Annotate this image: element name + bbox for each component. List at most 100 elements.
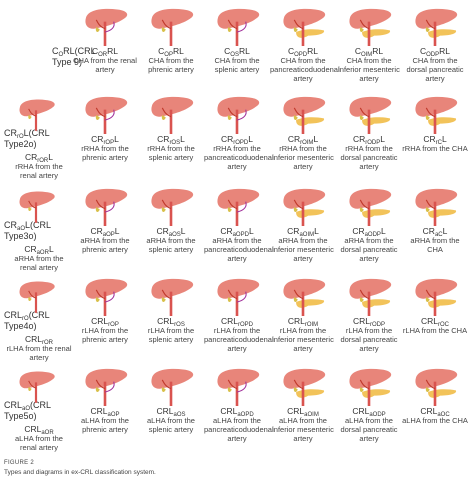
diagram [283, 278, 326, 316]
subscript: rOC [438, 322, 449, 328]
cell-description: aRHA from the renal artery [14, 254, 64, 272]
text-segment: (CRL Type5o) [4, 400, 51, 421]
cell-code: CRrODPL [336, 134, 402, 146]
text-segment: CR [156, 226, 169, 236]
text-segment: L [180, 134, 185, 144]
subscript: OS [230, 52, 239, 58]
text-segment: CRL [4, 310, 23, 320]
gallbladder [95, 386, 100, 392]
diagram [283, 368, 326, 406]
pancreas [362, 29, 391, 38]
text-segment: CRL [91, 316, 109, 326]
cell-code: CRLaOIM [270, 406, 336, 418]
liver [349, 96, 392, 117]
gallbladder [227, 386, 232, 392]
cell-label: CRLrOS rLHA from the splenic artery [138, 316, 204, 344]
gallbladder [28, 386, 32, 392]
artery [227, 199, 238, 210]
text-segment: CRL [420, 406, 438, 416]
cell-description: rLHA from the splenic artery [147, 326, 195, 344]
text-segment: L [180, 226, 186, 236]
cell-description: rRHA from the pancreaticoduodenal artery [204, 144, 274, 171]
gallbladder [425, 206, 430, 212]
cell-label: COSRL CHA from the splenic artery [204, 46, 270, 74]
text-segment: C [419, 46, 427, 56]
cell-label: CRrOSL rRHA from the splenic artery [138, 134, 204, 162]
subscript: OR [98, 52, 108, 58]
text-segment: L(CRL Type2o) [4, 128, 50, 149]
pancreas [296, 29, 325, 38]
cell-description: rLHA from the phrenic artery [81, 326, 129, 344]
liver [151, 8, 194, 29]
cell-description: rRHA from the dorsal pancreatic artery [340, 144, 398, 171]
liver [349, 368, 392, 389]
artery [359, 379, 370, 390]
cell-code: CRrOPL [72, 134, 138, 146]
gallbladder [359, 206, 364, 212]
gallbladder [425, 296, 430, 302]
artery [95, 19, 106, 30]
artery [359, 289, 370, 300]
cell-code: COIMRL [336, 46, 402, 58]
text-segment: CRL [287, 406, 305, 416]
text-segment: CR [422, 226, 435, 236]
subscript: aC [434, 232, 443, 238]
artery [227, 379, 238, 390]
cell-code: CRaORL [6, 244, 72, 256]
cell-description: aLHA from the pancreaticoduodenal artery [204, 416, 274, 443]
cell-code: CRLaODP [336, 406, 402, 418]
text-segment: L [114, 134, 119, 144]
artery [425, 19, 436, 30]
subscript: aOPD [232, 232, 249, 238]
text-segment: CRL [420, 316, 438, 326]
cell-label: CRaCL aRHA from the CHA [402, 226, 468, 254]
cell-label: CRLrOP rLHA from the phrenic artery [72, 316, 138, 344]
pancreas [296, 299, 325, 308]
cell-description: aLHA from the renal artery [15, 434, 63, 452]
subscript: rOPD [233, 140, 249, 146]
cell-description: CHA from the splenic artery [214, 56, 260, 74]
cell-code: CRLrOR [6, 334, 72, 346]
text-segment: CRL [90, 406, 108, 416]
text-segment: C [91, 46, 99, 56]
diagram [349, 278, 392, 316]
cell-label: CRLrOPD rLHA from the pancreaticoduodenal… [204, 316, 274, 353]
cell-description: rLHA from the inferior mesenteric artery [272, 326, 334, 353]
cell-description: rLHA from the CHA [402, 326, 468, 335]
subscript: rOP [103, 140, 115, 146]
cell-label: CRLrODP rLHA from the dorsal pancreatic a… [336, 316, 402, 353]
pancreas [296, 117, 325, 126]
cell-label: CRaOSL aRHA from the splenic artery [138, 226, 204, 254]
cell-code: CRLrOC [402, 316, 468, 328]
diagram [415, 188, 458, 226]
subscript: rODP [365, 140, 381, 146]
variant-artery [104, 201, 115, 213]
subscript: rO [17, 134, 24, 140]
cell-description: CHA from the phrenic artery [148, 56, 194, 74]
text-segment: L [248, 226, 254, 236]
cell-code: CRrOIML [270, 134, 336, 146]
diagram [415, 8, 458, 46]
text-segment: L [313, 134, 319, 144]
subscript: aOR [36, 250, 49, 256]
gallbladder [359, 296, 364, 302]
cell-label: CRLrOR rLHA from the renal artery [6, 334, 72, 362]
text-segment: C [224, 46, 231, 56]
diagram [283, 188, 326, 226]
cell-code: CRaOSL [138, 226, 204, 238]
text-segment: L [48, 244, 54, 254]
gallbladder [161, 386, 166, 392]
diagram [151, 368, 194, 406]
cell-code: CRLaOPD [204, 406, 270, 418]
cell-description: CHA from the renal artery [73, 56, 137, 74]
subscript: rODP [370, 322, 385, 328]
cell-label: CRaODPL aRHA from the dorsal pancreatic a… [336, 226, 402, 263]
liver [19, 99, 55, 117]
gallbladder [425, 386, 430, 392]
cell-label: CRaORL aRHA from the renal artery [6, 244, 72, 272]
gallbladder [161, 26, 166, 32]
cell-code: CRaOIML [270, 226, 336, 238]
text-segment: L [380, 134, 385, 144]
cell-code: CRLrOIM [270, 316, 336, 328]
text-segment: L [248, 134, 253, 144]
